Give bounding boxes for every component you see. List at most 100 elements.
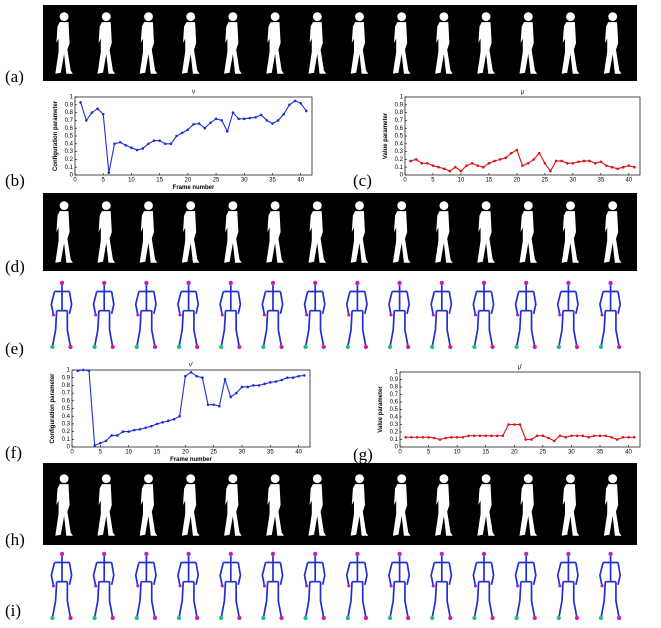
data-point xyxy=(127,430,130,433)
skeleton xyxy=(599,281,621,349)
y-tick-label: 0.4 xyxy=(395,141,404,147)
y-tick-label: 1 xyxy=(67,368,71,374)
data-point xyxy=(460,170,463,173)
data-point xyxy=(456,436,459,439)
data-point xyxy=(462,436,465,439)
y-tick-label: 0.5 xyxy=(65,134,74,140)
x-tick-label: 25 xyxy=(213,178,220,184)
data-point xyxy=(564,436,567,439)
y-tick-label: 0.4 xyxy=(62,414,71,420)
data-point xyxy=(604,434,607,437)
data-point xyxy=(633,166,636,169)
skeleton xyxy=(261,281,283,349)
data-point xyxy=(605,164,608,167)
page: (a) (b) (c) (d) (e) (f) (g) (h) (i) 00.1… xyxy=(0,0,661,628)
data-point xyxy=(237,118,240,121)
x-tick-label: 30 xyxy=(570,178,577,184)
data-point xyxy=(471,162,474,165)
data-point xyxy=(594,162,597,165)
x-tick-label: 40 xyxy=(295,450,302,456)
data-point xyxy=(212,403,215,406)
data-point xyxy=(426,162,429,165)
x-tick-label: 0 xyxy=(70,450,74,456)
x-tick-label: 20 xyxy=(185,178,192,184)
y-tick-label: 0.1 xyxy=(390,437,399,443)
x-tick-label: 40 xyxy=(625,178,632,184)
y-tick-label: 0.1 xyxy=(395,165,404,171)
y-tick-label: 0.6 xyxy=(62,398,71,404)
panel-label: (i) xyxy=(5,601,21,620)
data-point xyxy=(170,143,173,146)
panel-label: (b) xyxy=(5,171,25,190)
y-axis-label: Configuration parameter xyxy=(53,100,59,171)
data-point xyxy=(190,371,193,374)
skeleton xyxy=(472,281,494,349)
x-tick-label: 10 xyxy=(454,450,461,456)
data-point xyxy=(232,111,235,114)
data-point xyxy=(292,376,295,379)
data-point xyxy=(113,143,116,146)
x-tick-label: 40 xyxy=(625,450,632,456)
y-tick-label: 0.3 xyxy=(65,149,74,155)
y-tick-label: 0.1 xyxy=(65,165,74,171)
silhouette-strip xyxy=(43,463,637,545)
data-point xyxy=(280,379,283,382)
data-point xyxy=(599,434,602,437)
skeleton xyxy=(261,552,283,620)
x-tick-label: 20 xyxy=(182,450,189,456)
data-point xyxy=(91,111,94,114)
skeleton xyxy=(557,552,579,620)
data-point xyxy=(294,100,297,103)
data-point xyxy=(79,101,82,104)
plot-frame xyxy=(405,97,640,175)
y-tick-label: 0.7 xyxy=(395,118,404,124)
data-point xyxy=(433,437,436,440)
chart-title: μ' xyxy=(518,365,523,371)
data-point xyxy=(105,440,108,443)
x-tick-label: 35 xyxy=(597,450,604,456)
y-tick-label: 0.2 xyxy=(390,430,399,436)
skeleton xyxy=(557,281,579,349)
data-point xyxy=(130,146,133,149)
y-tick-label: 1 xyxy=(395,370,399,376)
x-tick-label: 30 xyxy=(241,178,248,184)
data-point xyxy=(209,121,212,124)
x-tick-label: 20 xyxy=(514,178,521,184)
data-point xyxy=(108,171,111,174)
data-point xyxy=(559,434,562,437)
x-axis-label: Frame number xyxy=(170,457,212,463)
data-point xyxy=(241,386,244,389)
panel-label: (a) xyxy=(5,67,24,86)
data-point xyxy=(443,167,446,170)
data-point xyxy=(229,396,232,399)
skeleton xyxy=(135,281,157,349)
y-tick-label: 0.3 xyxy=(390,422,399,428)
data-point xyxy=(93,444,96,447)
data-point xyxy=(628,164,631,167)
data-point xyxy=(195,375,198,378)
data-point xyxy=(192,123,195,126)
data-point xyxy=(616,438,619,441)
x-tick-label: 10 xyxy=(125,450,132,456)
data-point xyxy=(473,434,476,437)
data-point xyxy=(444,437,447,440)
data-point xyxy=(198,122,201,125)
data-point xyxy=(144,426,147,429)
x-tick-label: 5 xyxy=(102,178,106,184)
data-point xyxy=(167,420,170,423)
figure: (a) (b) (c) (d) (e) (f) (g) (h) (i) 00.1… xyxy=(0,0,661,628)
x-tick-label: 25 xyxy=(542,178,549,184)
data-point xyxy=(116,434,119,437)
data-point xyxy=(124,144,127,147)
data-point xyxy=(275,380,278,383)
data-point xyxy=(570,434,573,437)
data-point xyxy=(488,162,491,165)
data-point xyxy=(102,113,105,116)
data-point xyxy=(141,147,144,150)
data-point xyxy=(560,160,563,163)
data-point xyxy=(530,438,533,441)
data-point xyxy=(99,442,102,445)
data-point xyxy=(243,118,246,121)
skeleton xyxy=(219,281,241,349)
panel-label: (e) xyxy=(5,339,24,358)
